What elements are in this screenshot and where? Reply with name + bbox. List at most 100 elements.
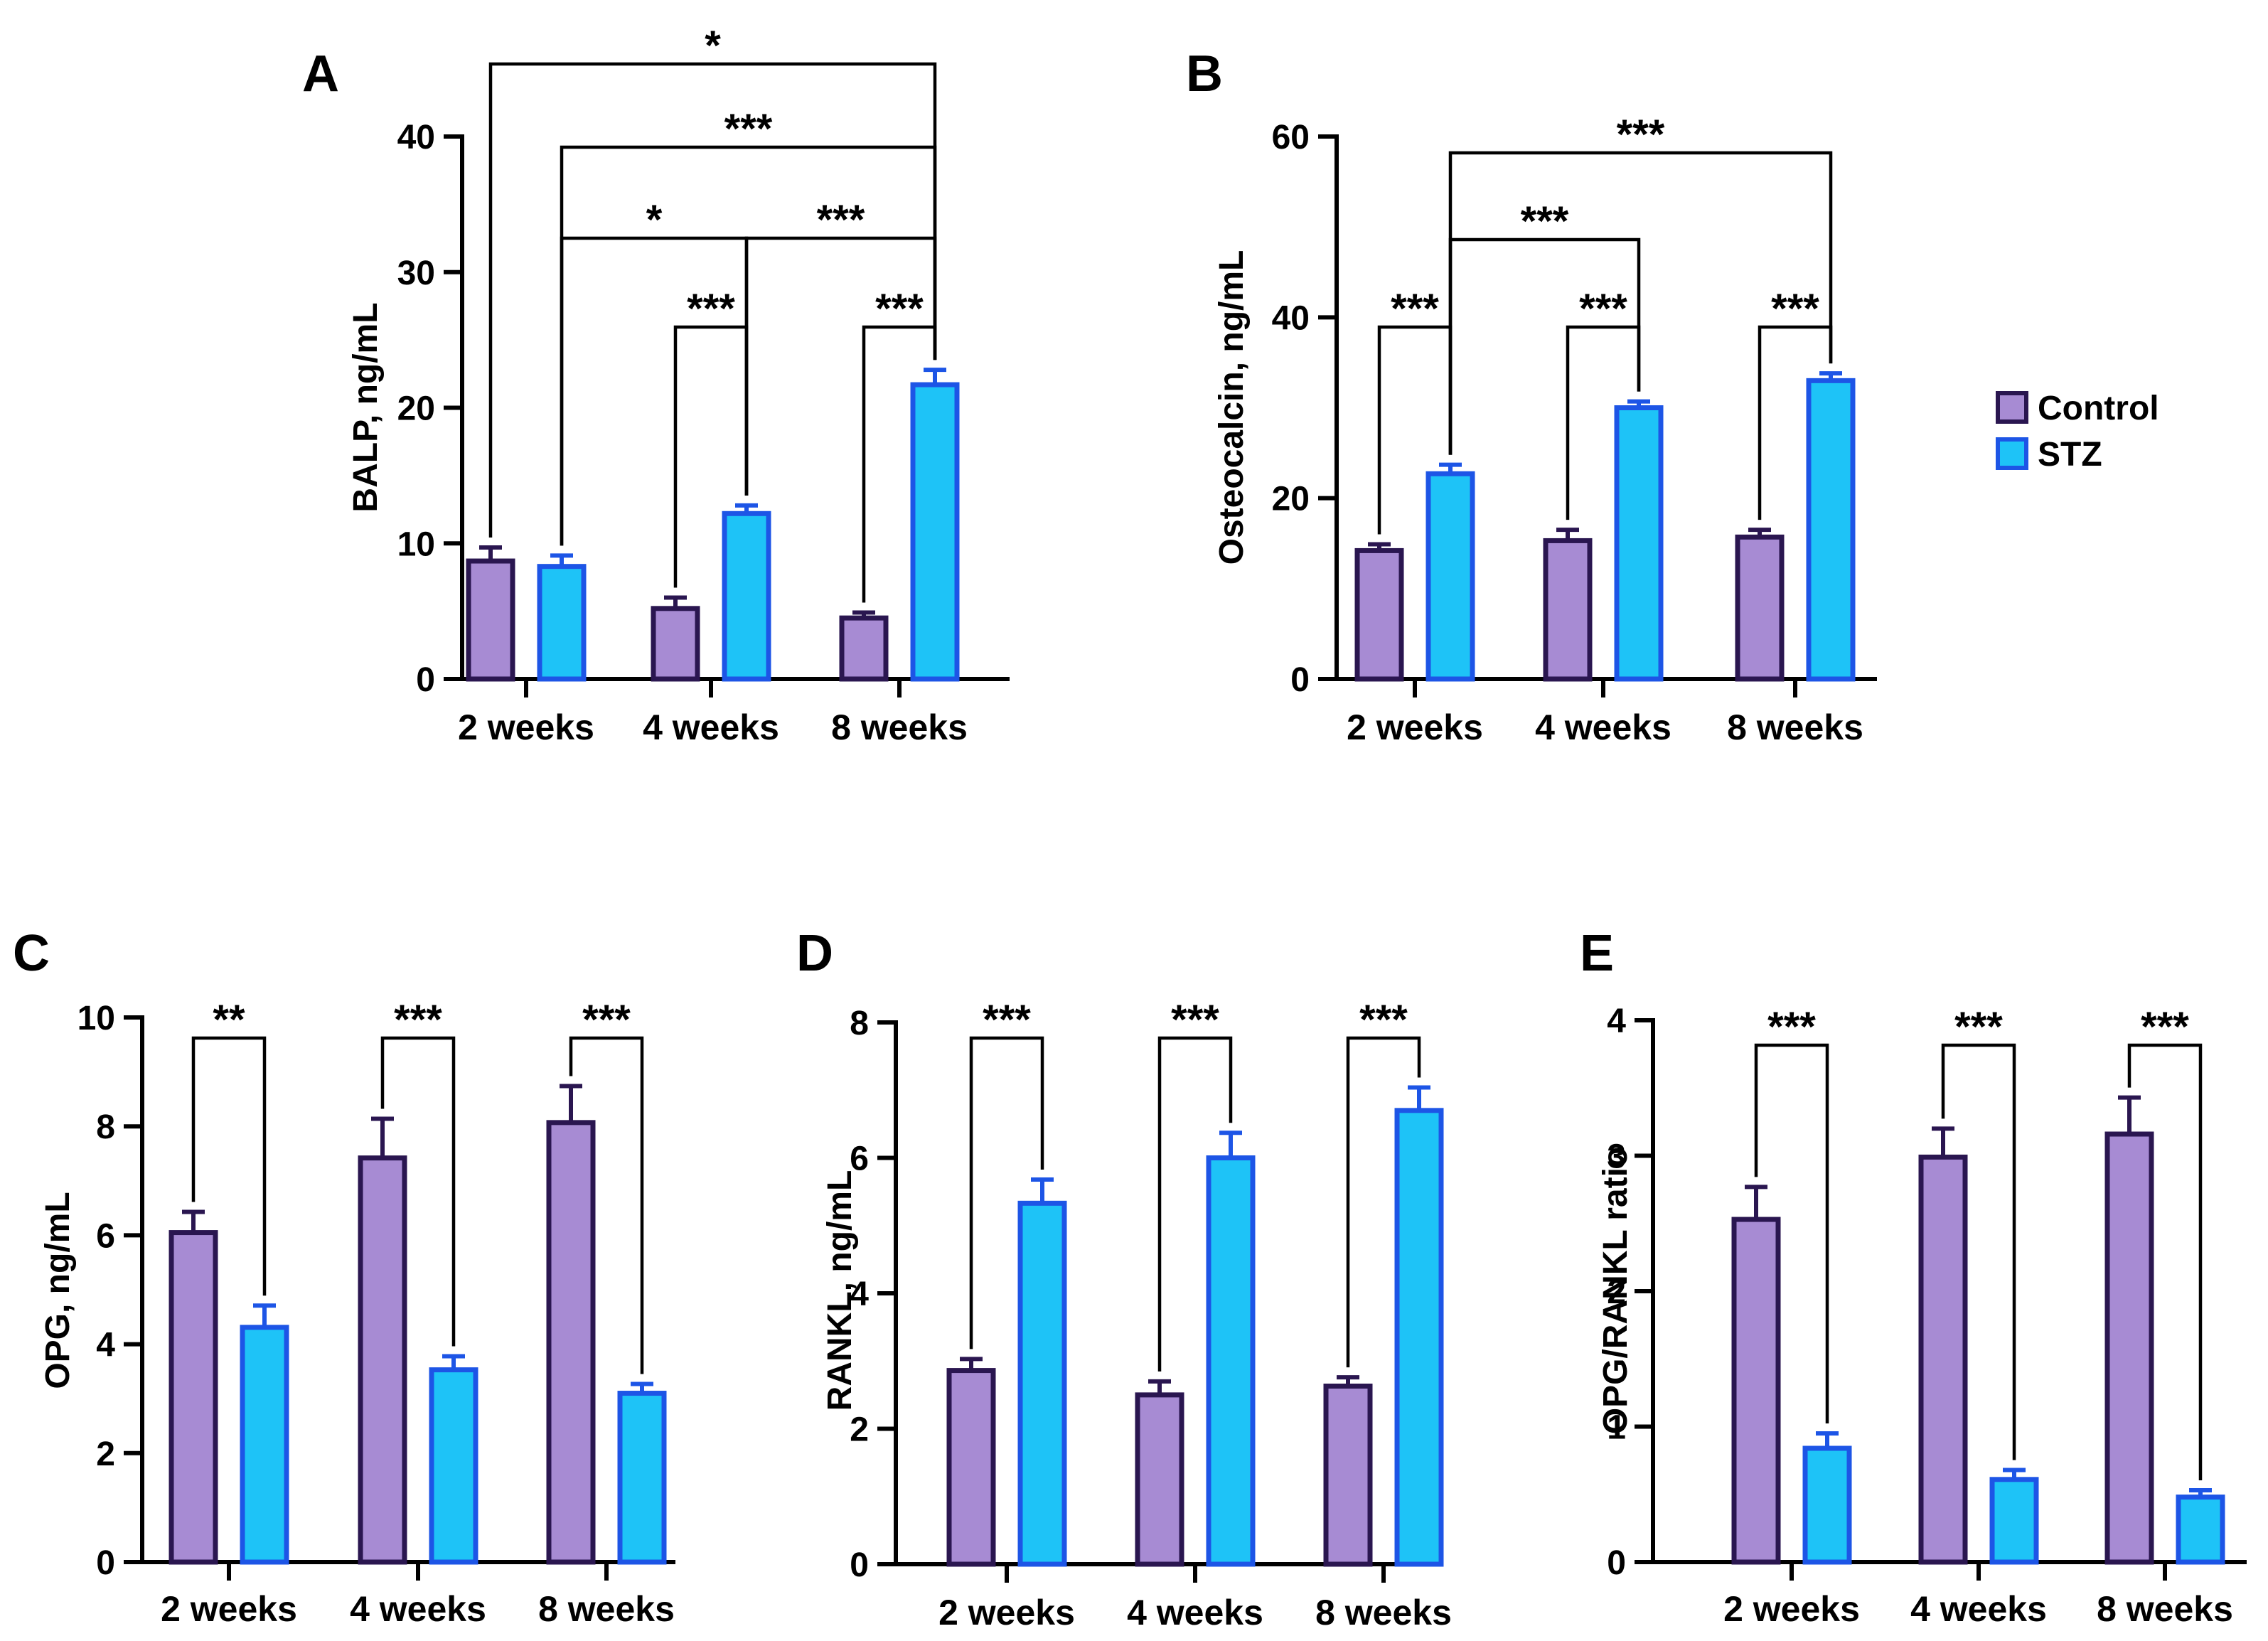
panel-letter: A [302,46,339,102]
x-tick-label: 8 weeks [831,707,968,747]
significance-bracket [560,145,937,546]
y-tick-label: 1 [1607,1409,1626,1447]
significance-label: *** [687,286,735,332]
x-tick-label: 4 weeks [350,1589,486,1629]
bar-stz [1802,1445,1852,1565]
bar-control [1323,1383,1373,1567]
legend-swatch-stz [1996,437,2028,470]
x-tick-label: 4 weeks [1535,707,1671,747]
bar-control [946,1368,996,1567]
bar-stz [722,511,771,682]
significance-label: *** [1579,286,1627,332]
bar-stz [537,564,587,682]
y-tick-label: 8 [96,1108,115,1146]
x-tick-label: 2 weeks [161,1589,297,1629]
y-tick-label: 0 [850,1546,869,1584]
significance-label: *** [1767,1004,1816,1050]
significance-bracket [744,236,937,496]
y-tick-label: 2 [850,1411,869,1449]
significance-bracket [1754,1043,1829,1424]
bar-stz [429,1367,478,1565]
bar-control [358,1155,407,1565]
significance-bracket [1448,151,1833,455]
bar-stz [1017,1200,1067,1567]
bar-control [839,615,889,682]
bar-control [1354,547,1404,682]
x-tick-label: 2 weeks [1347,707,1483,747]
legend-label-control: Control [2038,390,2159,427]
significance-bracket [560,236,749,546]
y-tick-label: 20 [1272,481,1310,518]
y-tick-label: 0 [1290,661,1310,699]
y-tick-label: 2 [1607,1273,1626,1311]
significance-label: *** [817,197,865,243]
significance-label: *** [1391,286,1439,332]
significance-label: ** [213,997,245,1043]
significance-bracket [673,325,749,588]
significance-bracket [969,1036,1044,1349]
x-tick-label: 4 weeks [1127,1593,1263,1632]
bar-control [1735,534,1785,682]
y-axis-label: OPG/RANKL ratio [1597,1147,1635,1434]
panel-d: D RANKL, ng/mL 0 2 4 6 8 2 weeks 4 weeks 8 weeks *… [796,925,1452,1632]
bar-control [1543,538,1593,682]
panel-letter: B [1186,46,1223,102]
bar-stz [2176,1495,2225,1565]
significance-label: *** [2141,1004,2189,1050]
significance-bracket [1448,237,1641,455]
panel-c: C OPG, ng/mL 0 2 4 6 8 10 2 weeks 4 weeks 8 weeks *… [13,925,675,1629]
bar-control [169,1230,218,1565]
x-tick-label: 2 weeks [938,1593,1075,1632]
x-tick-label: 2 weeks [458,707,594,747]
bar-control [2104,1131,2154,1565]
x-tick-label: 8 weeks [538,1589,675,1629]
bar-control [1918,1154,1968,1565]
y-axis-label: Osteocalcin, ng/mL [1213,250,1251,565]
y-tick-label: 60 [1272,119,1310,156]
y-tick-label: 30 [397,255,435,292]
significance-label: *** [1521,198,1569,245]
bar-control [651,606,700,682]
bar-stz [1806,378,1856,682]
y-tick-label: 0 [1607,1544,1626,1582]
y-tick-label: 10 [77,1000,115,1037]
significance-label: *** [394,997,442,1043]
y-tick-label: 4 [850,1276,869,1313]
bar-control [1731,1217,1781,1565]
significance-label: * [646,197,663,243]
significance-bracket [2127,1043,2203,1481]
significance-bracket [1346,1036,1421,1368]
panel-letter: C [13,925,50,982]
significance-bracket [191,1036,267,1296]
bar-control [466,558,515,682]
y-tick-label: 0 [416,661,435,699]
x-tick-label: 8 weeks [1727,707,1863,747]
bar-stz [617,1391,667,1565]
bar-stz [240,1325,289,1565]
y-tick-label: 3 [1607,1138,1626,1176]
y-tick-label: 40 [1272,299,1310,337]
y-tick-label: 8 [850,1005,869,1042]
significance-label: *** [1359,997,1408,1043]
panel-a: A BALP, ng/mL 0 10 20 30 40 2 weeks 4 weeks 8 wee… [302,23,1010,747]
y-tick-label: 6 [850,1140,869,1178]
significance-label: *** [875,286,924,332]
x-tick-label: 2 weeks [1723,1589,1860,1629]
x-tick-label: 4 weeks [1910,1589,2047,1629]
x-tick-label: 8 weeks [1315,1593,1452,1632]
y-tick-label: 2 [96,1436,115,1473]
significance-label: *** [1171,997,1219,1043]
significance-label: *** [1771,286,1819,332]
y-tick-label: 4 [96,1327,115,1364]
legend-swatch-control [1996,391,2028,424]
significance-bracket [1157,1036,1233,1372]
y-tick-label: 40 [397,119,435,156]
bar-stz [1989,1477,2039,1565]
y-tick-label: 10 [397,525,435,563]
x-tick-label: 8 weeks [2097,1589,2233,1629]
bar-stz [910,382,960,682]
panel-b: B Osteocalcin, ng/mL 0 20 40 60 2 weeks 4 weeks… [1186,46,1877,747]
bar-control [1135,1392,1184,1567]
